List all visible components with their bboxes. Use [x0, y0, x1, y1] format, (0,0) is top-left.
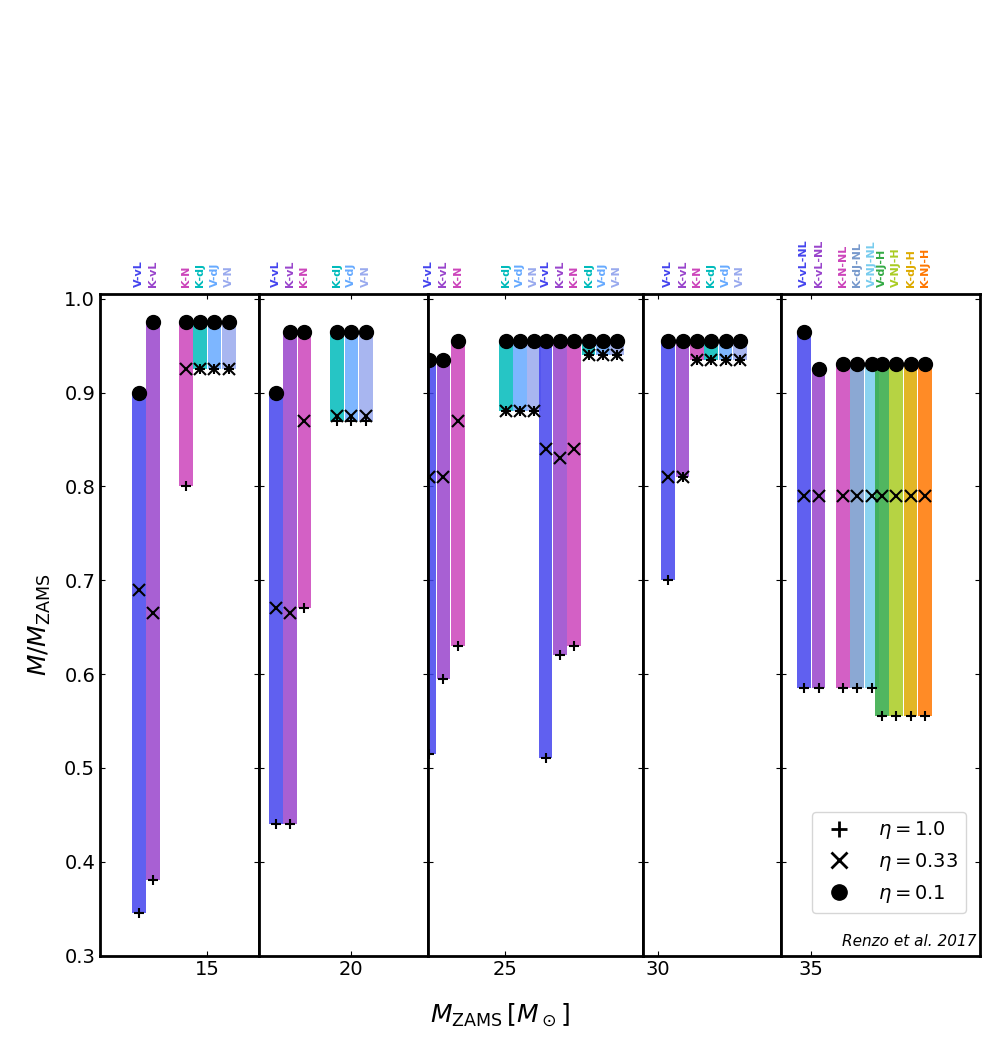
Text: V-dJ: V-dJ	[209, 262, 219, 288]
Bar	[676, 341, 689, 477]
Text: V-vL: V-vL	[541, 260, 551, 288]
Text: V-dJ: V-dJ	[598, 262, 608, 288]
Text: V-NJ-NL: V-NJ-NL	[867, 240, 877, 288]
Text: K-dJ: K-dJ	[195, 264, 205, 288]
Bar	[582, 341, 595, 355]
Text: V-dJ: V-dJ	[721, 262, 731, 288]
Text: K-vL: K-vL	[285, 261, 295, 288]
Bar	[918, 364, 932, 716]
Bar	[661, 341, 675, 581]
Bar	[359, 332, 373, 421]
Text: K-vL: K-vL	[438, 261, 448, 288]
Text: V-N: V-N	[612, 266, 622, 288]
Bar	[567, 341, 581, 646]
Text: K-dJ: K-dJ	[332, 264, 342, 288]
Text: V-vL-NL: V-vL-NL	[799, 239, 809, 288]
Text: K-N-NL: K-N-NL	[838, 245, 848, 288]
Text: V-dJ: V-dJ	[346, 262, 356, 288]
Text: K-vL: K-vL	[148, 261, 158, 288]
Text: V-N: V-N	[224, 266, 234, 288]
Text: K-N: K-N	[299, 266, 309, 288]
Text: K-NJ-H: K-NJ-H	[920, 248, 930, 288]
Bar	[797, 332, 811, 688]
Text: $M_{\mathrm{ZAMS}}\,[M_\odot]$: $M_{\mathrm{ZAMS}}\,[M_\odot]$	[430, 1002, 570, 1029]
Bar	[553, 341, 567, 655]
Text: K-vL: K-vL	[555, 261, 565, 288]
Bar	[527, 341, 541, 412]
Bar	[513, 341, 527, 412]
Text: K-dJ-H: K-dJ-H	[906, 250, 916, 288]
Text: K-N: K-N	[453, 266, 463, 288]
Bar	[812, 369, 825, 688]
Text: K-dJ: K-dJ	[706, 264, 716, 288]
Text: V-NJ-H: V-NJ-H	[891, 248, 901, 288]
Text: K-N: K-N	[181, 266, 191, 288]
Text: K-dJ-NL: K-dJ-NL	[852, 243, 862, 288]
Text: K-dJ: K-dJ	[501, 264, 511, 288]
Text: K-N: K-N	[692, 266, 702, 288]
Bar	[865, 364, 879, 688]
Bar	[330, 332, 344, 421]
Bar	[451, 341, 465, 646]
Bar	[269, 393, 283, 824]
Text: Renzo et al. 2017: Renzo et al. 2017	[842, 933, 976, 949]
Text: V-N: V-N	[735, 266, 745, 288]
Bar	[193, 322, 207, 369]
Bar	[719, 341, 732, 360]
Text: V-vL: V-vL	[271, 260, 281, 288]
Bar	[596, 341, 610, 355]
Bar	[610, 341, 624, 355]
Text: V-vL: V-vL	[134, 260, 144, 288]
Bar	[539, 341, 552, 758]
Text: K-N: K-N	[569, 266, 579, 288]
Text: V-N: V-N	[529, 266, 539, 288]
Y-axis label: $M / M_{\mathrm{ZAMS}}$: $M / M_{\mathrm{ZAMS}}$	[27, 573, 53, 676]
Bar	[208, 322, 221, 369]
Bar	[733, 341, 747, 360]
Bar	[704, 341, 718, 360]
Text: V-N: V-N	[361, 266, 371, 288]
Bar	[875, 364, 889, 716]
Bar	[222, 322, 236, 369]
Bar	[850, 364, 864, 688]
Legend: $\eta = 1.0$, $\eta = 0.33$, $\eta = 0.1$: $\eta = 1.0$, $\eta = 0.33$, $\eta = 0.1…	[812, 812, 966, 912]
Text: V-vL: V-vL	[424, 260, 434, 288]
Bar	[179, 322, 193, 486]
Text: V-dJ-H: V-dJ-H	[877, 249, 887, 288]
Bar	[146, 322, 160, 881]
Bar	[298, 332, 311, 608]
Bar	[690, 341, 704, 360]
Text: K-vL-NL: K-vL-NL	[814, 240, 824, 288]
Bar	[422, 360, 436, 754]
Bar	[499, 341, 513, 412]
Bar	[836, 364, 850, 688]
Bar	[904, 364, 917, 716]
Bar	[132, 393, 146, 914]
Bar	[437, 360, 450, 678]
Bar	[889, 364, 903, 716]
Bar	[283, 332, 297, 824]
Bar	[345, 332, 358, 421]
Text: K-dJ: K-dJ	[584, 264, 594, 288]
Text: K-vL: K-vL	[678, 261, 688, 288]
Text: V-dJ: V-dJ	[515, 262, 525, 288]
Text: V-vL: V-vL	[663, 260, 673, 288]
